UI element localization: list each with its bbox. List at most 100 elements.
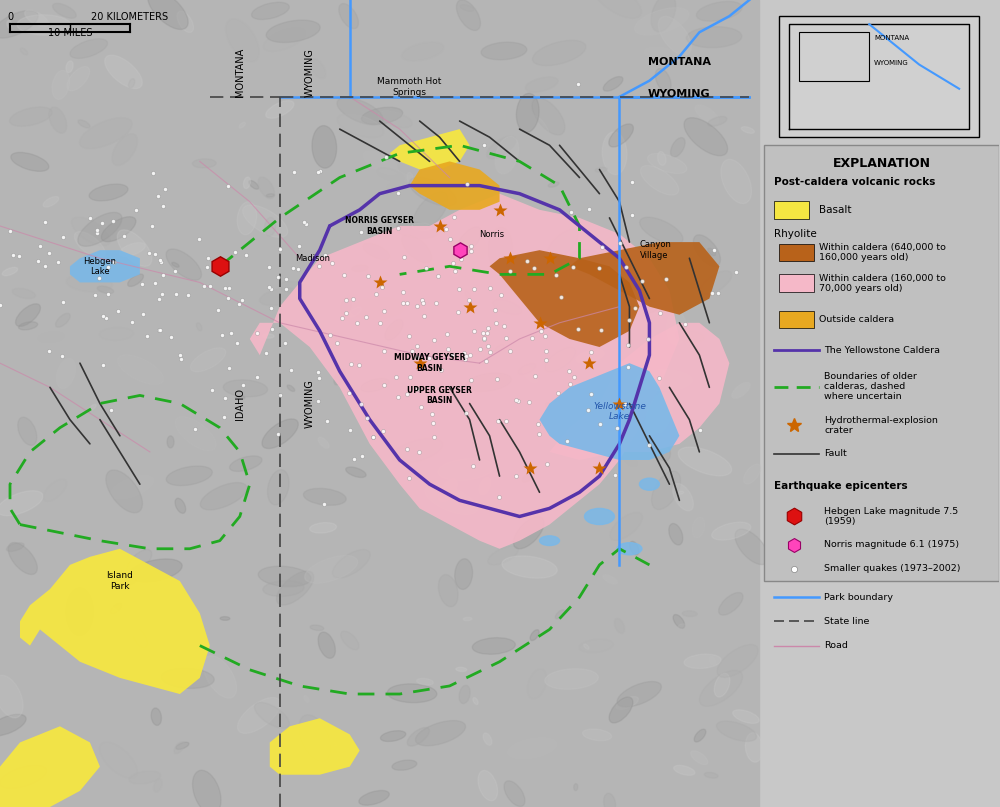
Ellipse shape [609, 697, 633, 723]
FancyBboxPatch shape [764, 145, 999, 581]
Point [493, 289, 509, 302]
Point [482, 281, 498, 294]
Ellipse shape [695, 105, 719, 123]
Ellipse shape [402, 42, 444, 61]
Point [221, 362, 237, 374]
Point [145, 167, 161, 180]
Point [218, 256, 234, 269]
Point [444, 349, 460, 362]
Text: MONTANA: MONTANA [235, 48, 245, 97]
Point [463, 373, 479, 386]
Ellipse shape [53, 3, 76, 19]
Point [310, 366, 326, 378]
Ellipse shape [706, 789, 760, 807]
Point [563, 206, 579, 219]
Ellipse shape [0, 675, 23, 718]
Text: State line: State line [824, 617, 870, 626]
Ellipse shape [277, 571, 314, 605]
Point [458, 349, 474, 362]
Text: Canyon
Village: Canyon Village [639, 240, 671, 260]
Ellipse shape [413, 192, 448, 230]
Point [41, 345, 57, 358]
Point [285, 261, 301, 274]
Ellipse shape [6, 543, 24, 551]
Point [116, 229, 132, 242]
Ellipse shape [587, 391, 620, 412]
Ellipse shape [310, 625, 324, 630]
Ellipse shape [255, 703, 289, 728]
Point [521, 396, 537, 409]
Point [624, 176, 640, 189]
Ellipse shape [387, 684, 437, 703]
Ellipse shape [540, 536, 560, 546]
Ellipse shape [174, 742, 184, 754]
Ellipse shape [617, 542, 642, 555]
Text: NORRIS GEYSER
BASIN: NORRIS GEYSER BASIN [345, 216, 414, 236]
Text: Norris: Norris [480, 229, 505, 239]
Ellipse shape [363, 151, 398, 174]
Point [152, 324, 168, 337]
Point [231, 298, 247, 311]
Ellipse shape [438, 458, 494, 480]
Point [291, 239, 307, 252]
Ellipse shape [100, 742, 137, 778]
Point [150, 190, 166, 203]
Ellipse shape [588, 296, 618, 317]
Point [91, 272, 107, 285]
Ellipse shape [266, 194, 274, 197]
Point [167, 264, 183, 277]
Ellipse shape [339, 3, 358, 29]
Polygon shape [70, 250, 140, 282]
Point [592, 417, 608, 430]
Ellipse shape [495, 345, 504, 353]
Point [338, 307, 354, 320]
Ellipse shape [249, 181, 259, 189]
Text: Earthquake epicenters: Earthquake epicenters [774, 481, 908, 491]
Ellipse shape [341, 631, 359, 650]
Point [488, 316, 504, 329]
Text: WYOMING: WYOMING [305, 48, 315, 97]
Point [98, 312, 114, 324]
Ellipse shape [669, 524, 683, 545]
Point [786, 562, 802, 575]
Ellipse shape [527, 669, 547, 699]
Ellipse shape [17, 15, 71, 35]
Ellipse shape [472, 638, 515, 654]
Point [566, 370, 582, 383]
Point [463, 245, 479, 257]
Ellipse shape [438, 575, 458, 607]
Ellipse shape [193, 770, 221, 807]
Ellipse shape [148, 0, 188, 29]
Text: Boundaries of older
calderas, dashed
where uncertain: Boundaries of older calderas, dashed whe… [824, 372, 917, 401]
Ellipse shape [2, 267, 18, 276]
Ellipse shape [452, 264, 460, 277]
Ellipse shape [735, 529, 768, 565]
Point [476, 332, 492, 345]
Ellipse shape [644, 47, 680, 62]
Point [498, 414, 514, 427]
Point [399, 387, 415, 400]
Point [462, 348, 478, 361]
Point [151, 293, 167, 306]
Ellipse shape [127, 550, 152, 574]
Ellipse shape [67, 66, 90, 90]
Point [270, 427, 286, 440]
Polygon shape [570, 242, 719, 315]
Ellipse shape [439, 479, 457, 502]
Ellipse shape [684, 654, 721, 668]
Ellipse shape [237, 202, 257, 235]
Point [310, 165, 326, 178]
Ellipse shape [407, 173, 413, 183]
Point [593, 324, 609, 337]
Ellipse shape [175, 498, 186, 513]
Ellipse shape [601, 238, 614, 254]
Point [375, 425, 391, 438]
Bar [779, 244, 814, 261]
Point [151, 324, 167, 337]
Polygon shape [410, 161, 500, 210]
Ellipse shape [331, 562, 350, 578]
Point [399, 443, 415, 456]
Ellipse shape [513, 516, 544, 549]
Ellipse shape [152, 726, 184, 755]
Point [396, 250, 412, 263]
